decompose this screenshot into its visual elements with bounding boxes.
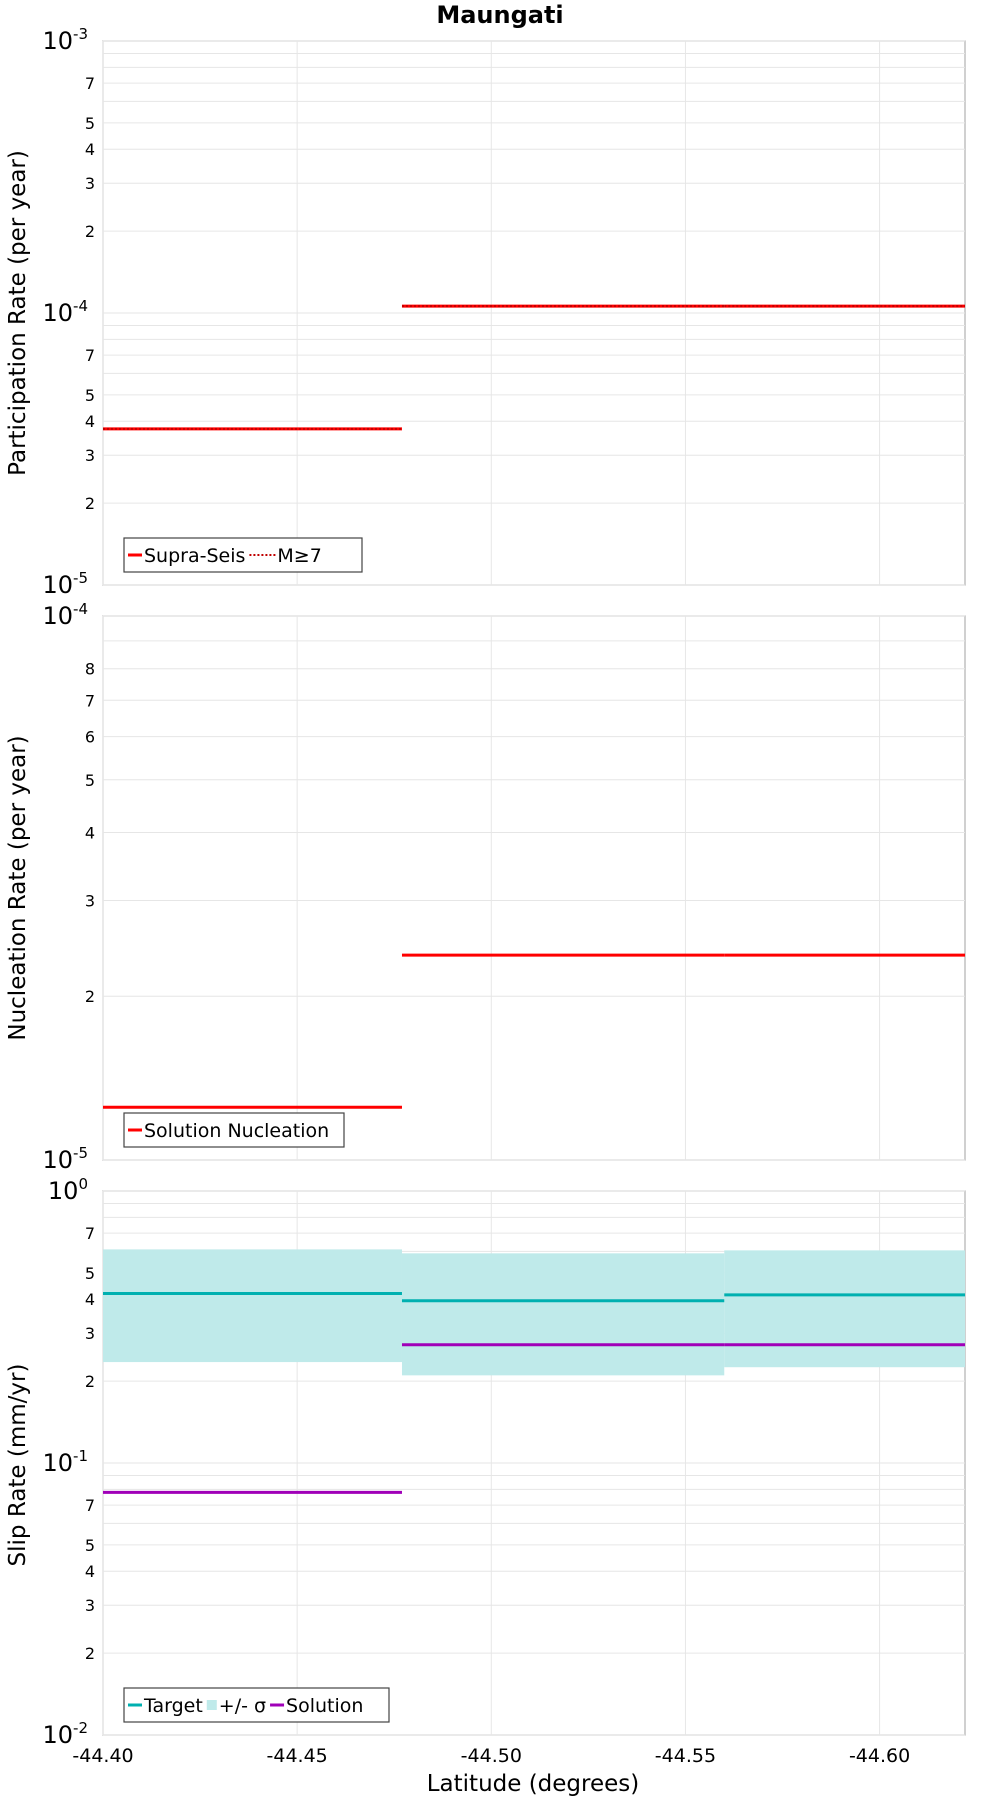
band-sigma-segment-2 (724, 1250, 965, 1368)
x-tick-label-0: -44.40 (72, 1745, 133, 1767)
plot-area-nucleation (102, 615, 966, 1161)
y-tick-label-participation-10: 3 (85, 446, 95, 465)
panel-nucleation: 10-4 8 7 6 5 4 3 2 10-5 Solution Nucleation Nucle… (5, 600, 966, 1174)
y-tick-label-participation-3: 4 (85, 140, 95, 159)
y-axis-label-participation: Participation Rate (per year) (5, 150, 31, 476)
y-tick-label-participation-12: 10-5 (42, 569, 88, 599)
legend-box-nucleation (123, 1112, 345, 1148)
x-tick-label-4: -44.60 (849, 1745, 910, 1767)
y-tick-label-slip-rate-7: 7 (85, 1496, 95, 1515)
x-axis: -44.40 -44.45 -44.50 -44.55 -44.60 Latitude … (72, 1745, 910, 1797)
legend-label-0: Target (143, 1695, 203, 1717)
y-tick-label-slip-rate-10: 3 (85, 1596, 95, 1615)
y-tick-label-participation-0: 10-3 (42, 25, 88, 55)
y-tick-label-slip-rate-11: 2 (85, 1644, 95, 1663)
y-tick-label-slip-rate-4: 3 (85, 1324, 95, 1343)
y-tick-label-nucleation-1: 8 (85, 660, 95, 679)
y-tick-label-nucleation-8: 10-5 (42, 1144, 88, 1174)
y-tick-label-nucleation-0: 10-4 (42, 600, 88, 630)
y-tick-label-nucleation-4: 5 (85, 771, 95, 790)
y-axis-label-slip-rate: Slip Rate (mm/yr) (5, 1364, 31, 1567)
y-tick-label-nucleation-5: 4 (85, 823, 95, 842)
y-tick-label-nucleation-2: 7 (85, 691, 95, 710)
y-tick-label-slip-rate-5: 2 (85, 1372, 95, 1391)
y-tick-label-participation-11: 2 (85, 494, 95, 513)
legend-label-2: Solution (286, 1695, 363, 1717)
x-tick-label-2: -44.50 (461, 1745, 522, 1767)
y-tick-label-participation-6: 10-4 (42, 297, 88, 327)
band-sigma-segment-1 (401, 1253, 725, 1376)
x-tick-label-1: -44.45 (267, 1745, 328, 1767)
y-tick-label-slip-rate-12: 10-2 (42, 1719, 88, 1749)
x-axis-label: Latitude (degrees) (427, 1771, 640, 1797)
y-tick-label-slip-rate-3: 4 (85, 1290, 95, 1309)
y-tick-label-participation-8: 5 (85, 386, 95, 405)
y-tick-label-nucleation-6: 3 (85, 891, 95, 910)
y-tick-label-slip-rate-0: 100 (48, 1175, 88, 1205)
y-tick-label-nucleation-3: 6 (85, 728, 95, 747)
band-sigma-segment-0 (103, 1249, 402, 1363)
y-tick-label-slip-rate-9: 4 (85, 1562, 95, 1581)
y-tick-label-nucleation-7: 2 (85, 987, 95, 1006)
y-tick-label-participation-1: 7 (85, 74, 95, 93)
y-tick-label-participation-7: 7 (85, 346, 95, 365)
legend-box-participation (123, 537, 363, 573)
y-tick-label-slip-rate-8: 5 (85, 1536, 95, 1555)
y-tick-label-slip-rate-6: 10-1 (42, 1447, 88, 1477)
y-tick-label-participation-9: 4 (85, 412, 95, 431)
legend-label-1: M≥7 (277, 545, 321, 567)
y-tick-label-slip-rate-1: 7 (85, 1224, 95, 1243)
y-tick-label-slip-rate-2: 5 (85, 1264, 95, 1283)
x-tick-label-3: -44.55 (655, 1745, 716, 1767)
chart-title: Maungati (436, 1, 563, 29)
legend-box-slip-rate (123, 1687, 390, 1723)
y-axis-label-nucleation: Nucleation Rate (per year) (5, 735, 31, 1040)
y-tick-label-participation-2: 5 (85, 114, 95, 133)
legend-label-1: +/- σ (219, 1695, 266, 1717)
legend-swatch-1 (206, 1700, 217, 1710)
legend-label-0: Solution Nucleation (144, 1120, 329, 1142)
panel-participation: 10-3 7 5 4 3 2 10-4 7 5 4 3 2 10-5 Supra-Seis M≥7 Part… (5, 25, 966, 599)
y-tick-label-participation-5: 2 (85, 222, 95, 241)
panel-slip-rate: 100 7 5 4 3 2 10-1 7 5 4 3 2 10-2 Target +/- σ Solution… (5, 1175, 966, 1749)
y-tick-label-participation-4: 3 (85, 174, 95, 193)
legend-label-0: Supra-Seis (144, 545, 245, 567)
